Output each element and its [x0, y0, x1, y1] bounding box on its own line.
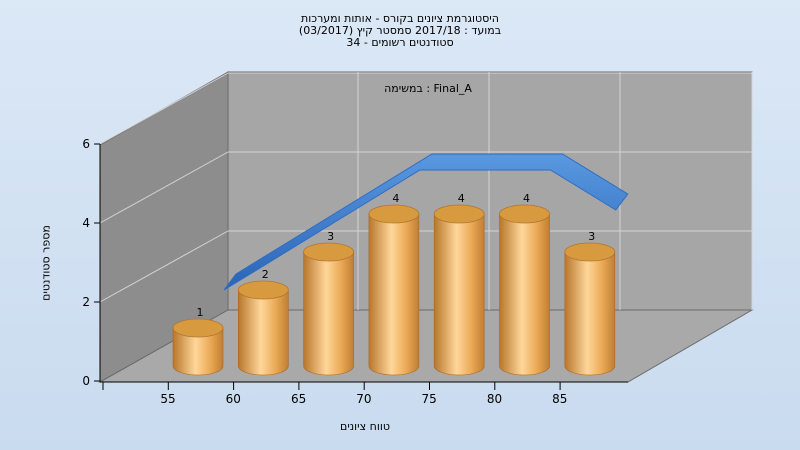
- bar-value-label: 3: [588, 230, 595, 243]
- bar-value-label: 3: [327, 230, 334, 243]
- chart-subtitle: במשימה : Final_A: [384, 82, 472, 95]
- trend-ribbon-path: [223, 153, 629, 291]
- bar-value-label: 4: [523, 192, 530, 205]
- x-tick-label: 70: [356, 392, 371, 406]
- bar: 4: [368, 192, 420, 376]
- bars: 1 2 3 4 4 4 3: [172, 192, 616, 376]
- bar-value-label: 4: [458, 192, 465, 205]
- bar: 3: [564, 230, 616, 376]
- x-tick-label: 60: [226, 392, 241, 406]
- axes: 0 2 4 6 55 60 65 70 75 80 85: [82, 137, 628, 406]
- chart-title-line-3: סטודנטים רשומים - 34: [346, 36, 454, 49]
- bar-body: [499, 213, 550, 376]
- bar-value-label: 1: [197, 306, 204, 319]
- bar-value-label: 4: [392, 192, 399, 205]
- side-gridline: [99, 230, 229, 303]
- bar-top: [237, 280, 289, 300]
- y-axis-label: מספר סטודנטים: [39, 225, 53, 301]
- bar-body: [172, 327, 224, 376]
- bar-body: [368, 213, 420, 376]
- bar-body: [238, 289, 289, 376]
- x-tick-label: 75: [422, 392, 437, 406]
- bar: 4: [499, 192, 550, 376]
- y-tick-label: 4: [82, 216, 90, 230]
- bar-body: [564, 251, 616, 376]
- y-tick-label: 6: [82, 137, 90, 151]
- chart-title-line-1: היסטוגרמת ציונים בקורס - אותות ומערכות: [301, 12, 499, 25]
- bar: 2: [237, 268, 289, 376]
- y-tick-label: 2: [82, 295, 90, 309]
- bar-value-label: 2: [262, 268, 269, 281]
- bar-top: [564, 242, 616, 262]
- bar-top: [499, 204, 550, 224]
- bar: 1: [172, 306, 224, 376]
- x-tick-label: 80: [487, 392, 502, 406]
- side-gridline: [99, 151, 229, 224]
- bar: 4: [433, 192, 485, 376]
- bar-top: [433, 204, 485, 224]
- bar-top: [172, 318, 224, 338]
- y-tick-label: 0: [82, 374, 90, 388]
- x-tick-label: 65: [291, 392, 306, 406]
- x-tick-label: 85: [552, 392, 567, 406]
- side-gridline: [99, 72, 229, 145]
- bar-top: [368, 204, 420, 224]
- bar-body: [303, 251, 354, 376]
- bar-top: [303, 242, 355, 262]
- bar: 3: [303, 230, 355, 376]
- x-axis-label: טווח ציונים: [340, 420, 390, 433]
- chart-title-line-2: במועד : 2017/18 סמסטר קיץ (03/2017): [298, 24, 502, 37]
- trend-ribbon: [223, 153, 629, 291]
- x-tick-label: 55: [160, 392, 175, 406]
- bar-body: [433, 213, 485, 376]
